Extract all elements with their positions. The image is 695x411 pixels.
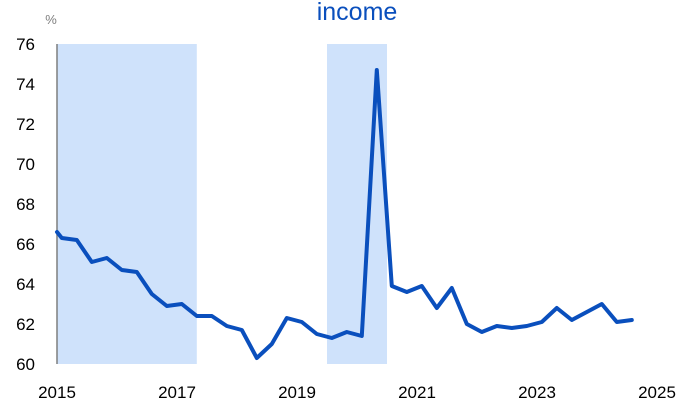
x-tick-label: 2015 xyxy=(38,383,76,402)
y-tick-label: 66 xyxy=(16,235,35,254)
series-line-1 xyxy=(55,68,634,360)
data-point xyxy=(90,260,94,264)
x-tick-label: 2017 xyxy=(158,383,196,402)
data-point xyxy=(120,268,124,272)
x-tick-label: 2025 xyxy=(638,383,676,402)
y-tick-label: 62 xyxy=(16,315,35,334)
shaded-period-1 xyxy=(57,44,197,364)
data-point xyxy=(330,336,334,340)
data-point xyxy=(270,342,274,346)
x-axis-ticks: 2015 2017 2019 2021 2023 2025 xyxy=(38,383,676,402)
data-point xyxy=(195,314,199,318)
data-point xyxy=(405,290,409,294)
data-point xyxy=(240,328,244,332)
shaded-periods xyxy=(57,44,387,364)
y-axis-ticks: 60 62 64 66 68 70 72 74 76 xyxy=(16,35,35,374)
data-point xyxy=(420,284,424,288)
data-point xyxy=(105,256,109,260)
data-point xyxy=(390,284,394,288)
y-tick-label: 64 xyxy=(16,275,35,294)
x-tick-label: 2019 xyxy=(278,383,316,402)
data-point xyxy=(345,330,349,334)
data-point xyxy=(180,302,184,306)
data-point xyxy=(165,304,169,308)
chart-title: income xyxy=(317,0,398,26)
data-point xyxy=(135,270,139,274)
data-point xyxy=(630,318,634,322)
x-tick-label: 2023 xyxy=(518,383,556,402)
data-point xyxy=(480,330,484,334)
y-tick-label: 76 xyxy=(16,35,35,54)
y-axis-unit-label: % xyxy=(45,12,57,27)
data-point xyxy=(615,320,619,324)
data-point xyxy=(600,302,604,306)
data-point xyxy=(360,334,364,338)
data-point xyxy=(55,230,59,234)
data-point xyxy=(285,316,289,320)
y-tick-label: 70 xyxy=(16,155,35,174)
data-point xyxy=(540,320,544,324)
data-point xyxy=(570,318,574,322)
y-tick-label: 72 xyxy=(16,115,35,134)
data-point xyxy=(495,324,499,328)
data-point xyxy=(555,306,559,310)
y-tick-label: 68 xyxy=(16,195,35,214)
data-point xyxy=(75,238,79,242)
data-point xyxy=(60,236,64,240)
data-point xyxy=(375,68,379,72)
data-point xyxy=(510,326,514,330)
data-point xyxy=(315,332,319,336)
series-group xyxy=(55,68,634,360)
y-tick-label: 74 xyxy=(16,75,35,94)
data-point xyxy=(525,324,529,328)
data-point xyxy=(435,306,439,310)
data-point xyxy=(585,310,589,314)
y-tick-label: 60 xyxy=(16,355,35,374)
data-point xyxy=(450,286,454,290)
data-point xyxy=(255,356,259,360)
data-point xyxy=(150,292,154,296)
x-tick-label: 2021 xyxy=(398,383,436,402)
data-point xyxy=(210,314,214,318)
data-point xyxy=(465,322,469,326)
data-point xyxy=(300,320,304,324)
data-point xyxy=(225,324,229,328)
